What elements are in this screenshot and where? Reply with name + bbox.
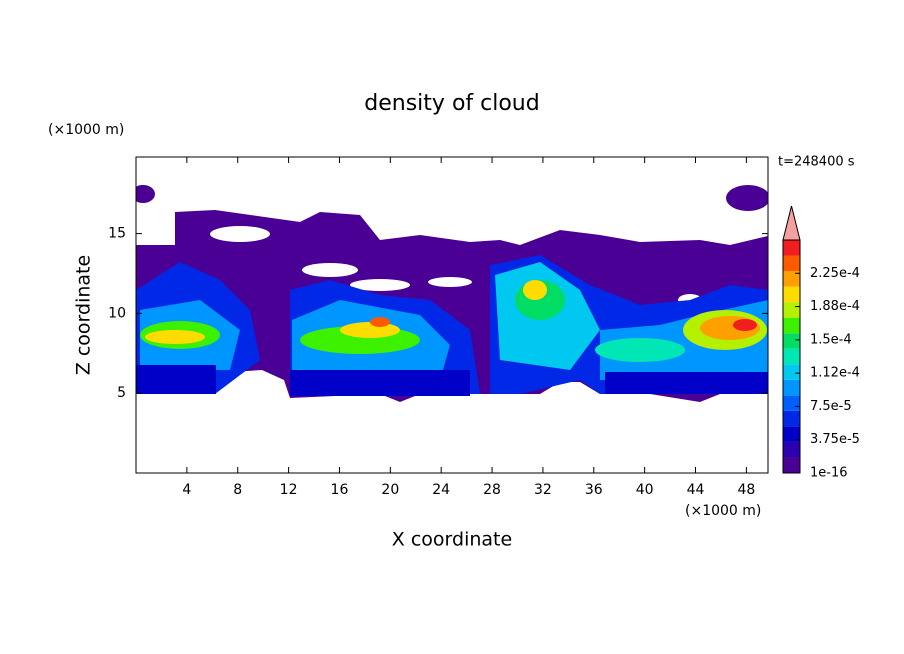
x-tick-label: 32 bbox=[534, 482, 552, 498]
y-tick-label: 5 bbox=[117, 385, 126, 401]
colorbar-tick-label: 1.12e-4 bbox=[810, 366, 860, 381]
colorbar-band bbox=[783, 317, 800, 334]
colorbar-tick-label: 3.75e-5 bbox=[810, 432, 860, 447]
colorbar-tick-label: 2.25e-4 bbox=[810, 266, 860, 281]
colorbar-tick-label: 1.88e-4 bbox=[810, 299, 860, 314]
x-axis-label: X coordinate bbox=[392, 529, 512, 551]
colorbar-band bbox=[783, 286, 800, 303]
x-tick-label: 4 bbox=[182, 482, 191, 498]
x-tick-label: 40 bbox=[636, 482, 654, 498]
colorbar-band bbox=[783, 410, 800, 427]
y-unit: (×1000 m) bbox=[48, 122, 124, 138]
x-tick-label: 8 bbox=[233, 482, 242, 498]
colorbar-extend bbox=[782, 205, 801, 241]
x-tick-label: 12 bbox=[280, 482, 298, 498]
y-tick-label: 15 bbox=[108, 226, 126, 242]
x-tick-label: 48 bbox=[737, 482, 755, 498]
x-tick-label: 28 bbox=[483, 482, 501, 498]
x-tick-label: 20 bbox=[381, 482, 399, 498]
x-tick-label: 44 bbox=[687, 482, 705, 498]
colorbar-band bbox=[783, 302, 800, 318]
colorbar-tick-label: 7.5e-5 bbox=[810, 399, 852, 414]
contour-field bbox=[136, 185, 768, 402]
y-tick-label: 10 bbox=[108, 305, 126, 321]
x-tick-label: 16 bbox=[331, 482, 349, 498]
y-axis-label: Z coordinate bbox=[73, 255, 95, 375]
x-tick-label: 36 bbox=[585, 482, 603, 498]
colorbar-band bbox=[783, 379, 800, 396]
colorbar-band bbox=[783, 395, 800, 411]
colorbar-band bbox=[783, 364, 800, 380]
colorbar-band bbox=[783, 255, 800, 272]
x-unit: (×1000 m) bbox=[685, 503, 761, 519]
time-label: t=248400 s bbox=[778, 155, 855, 170]
colorbar-band bbox=[783, 333, 800, 349]
plot-frame bbox=[135, 156, 769, 474]
chart-title: density of cloud bbox=[364, 91, 539, 116]
colorbar-band bbox=[783, 441, 800, 458]
colorbar-tick-label: 1.5e-4 bbox=[810, 332, 852, 347]
colorbar-band bbox=[783, 426, 800, 442]
colorbar-band bbox=[783, 348, 800, 365]
x-tick-label: 24 bbox=[432, 482, 450, 498]
colorbar-frame bbox=[782, 239, 801, 474]
colorbar-band bbox=[783, 457, 800, 473]
colorbar-band bbox=[783, 271, 800, 287]
colorbar-band bbox=[783, 240, 800, 256]
colorbar-tick-label: 1e-16 bbox=[810, 466, 848, 481]
